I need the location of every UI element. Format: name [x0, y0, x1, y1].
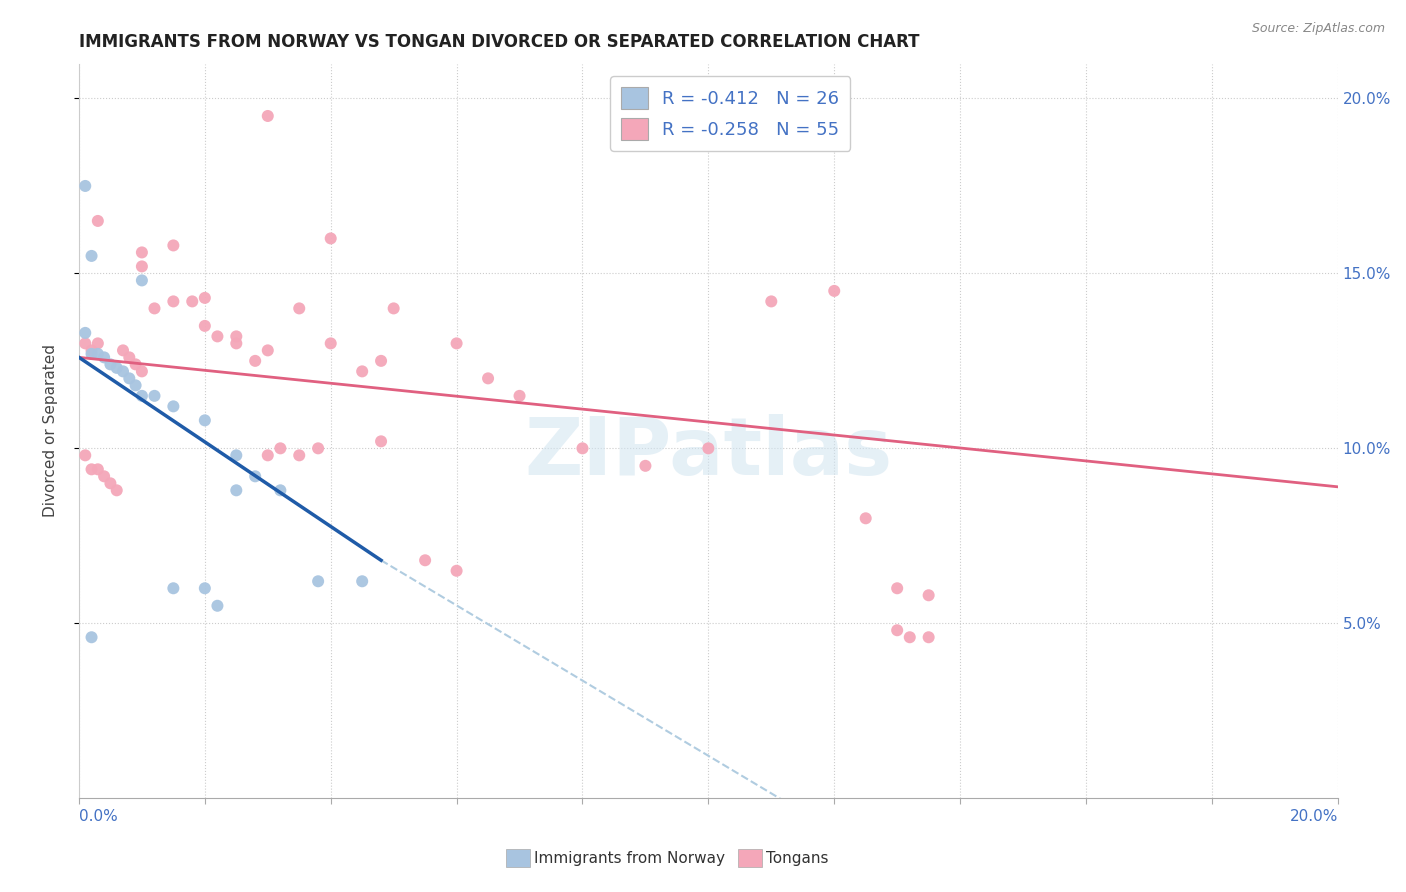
Point: [124, 378, 146, 392]
Point: [225, 448, 247, 462]
Point: [75, 178, 97, 193]
Point: [162, 400, 184, 414]
Point: [131, 364, 153, 378]
Point: [100, 476, 122, 491]
Point: [80, 462, 103, 476]
Point: [105, 360, 128, 375]
Point: [256, 343, 278, 358]
Point: [87, 214, 110, 228]
Point: [370, 434, 392, 449]
Point: [75, 326, 97, 340]
Point: [181, 294, 204, 309]
Point: [111, 364, 134, 378]
Text: Source: ZipAtlas.com: Source: ZipAtlas.com: [1251, 22, 1385, 36]
Point: [93, 351, 115, 365]
Point: [80, 343, 103, 358]
Point: [886, 624, 908, 638]
Point: [118, 351, 141, 365]
Point: [307, 442, 329, 456]
Point: [143, 301, 166, 316]
Point: [886, 581, 908, 595]
Text: Immigrants from Norway: Immigrants from Norway: [534, 851, 725, 865]
Point: [207, 329, 229, 343]
Point: [131, 389, 153, 403]
Point: [571, 442, 593, 456]
Point: [269, 483, 291, 498]
Point: [80, 630, 103, 644]
Point: [162, 581, 184, 595]
Point: [269, 442, 291, 456]
Point: [477, 371, 499, 385]
Point: [509, 389, 531, 403]
Point: [118, 371, 141, 385]
Text: ZIPatlas: ZIPatlas: [524, 414, 893, 491]
Point: [761, 294, 783, 309]
Point: [75, 448, 97, 462]
Point: [697, 442, 720, 456]
Point: [194, 581, 217, 595]
Point: [105, 483, 128, 498]
Point: [194, 291, 217, 305]
Point: [382, 301, 405, 316]
Point: [288, 448, 311, 462]
Point: [100, 357, 122, 371]
Text: IMMIGRANTS FROM NORWAY VS TONGAN DIVORCED OR SEPARATED CORRELATION CHART: IMMIGRANTS FROM NORWAY VS TONGAN DIVORCE…: [79, 33, 920, 51]
Point: [319, 231, 342, 245]
Point: [243, 354, 266, 368]
Point: [80, 249, 103, 263]
Point: [256, 109, 278, 123]
Point: [194, 413, 217, 427]
Point: [446, 564, 468, 578]
Point: [352, 364, 374, 378]
Point: [288, 301, 311, 316]
Y-axis label: Divorced or Separated: Divorced or Separated: [44, 344, 58, 517]
Point: [194, 318, 217, 333]
Point: [131, 260, 153, 274]
Point: [225, 483, 247, 498]
Point: [855, 511, 877, 525]
Point: [225, 329, 247, 343]
Point: [131, 245, 153, 260]
Point: [162, 294, 184, 309]
Point: [446, 336, 468, 351]
Point: [207, 599, 229, 613]
Point: [256, 448, 278, 462]
Point: [87, 347, 110, 361]
Point: [111, 343, 134, 358]
Point: [93, 469, 115, 483]
Point: [917, 588, 939, 602]
Point: [413, 553, 436, 567]
Point: [75, 336, 97, 351]
Point: [225, 336, 247, 351]
Point: [124, 357, 146, 371]
Point: [898, 630, 921, 644]
Point: [143, 389, 166, 403]
Point: [243, 469, 266, 483]
Text: 0.0%: 0.0%: [79, 809, 118, 824]
Point: [80, 347, 103, 361]
Point: [352, 574, 374, 589]
Point: [307, 574, 329, 589]
Point: [634, 458, 657, 473]
Point: [917, 630, 939, 644]
Point: [87, 462, 110, 476]
Point: [87, 336, 110, 351]
Point: [823, 284, 845, 298]
Point: [319, 336, 342, 351]
Point: [162, 238, 184, 252]
Text: Tongans: Tongans: [766, 851, 828, 865]
Text: 20.0%: 20.0%: [1289, 809, 1337, 824]
Point: [131, 273, 153, 287]
Legend: R = -0.412   N = 26, R = -0.258   N = 55: R = -0.412 N = 26, R = -0.258 N = 55: [610, 76, 851, 151]
Point: [370, 354, 392, 368]
